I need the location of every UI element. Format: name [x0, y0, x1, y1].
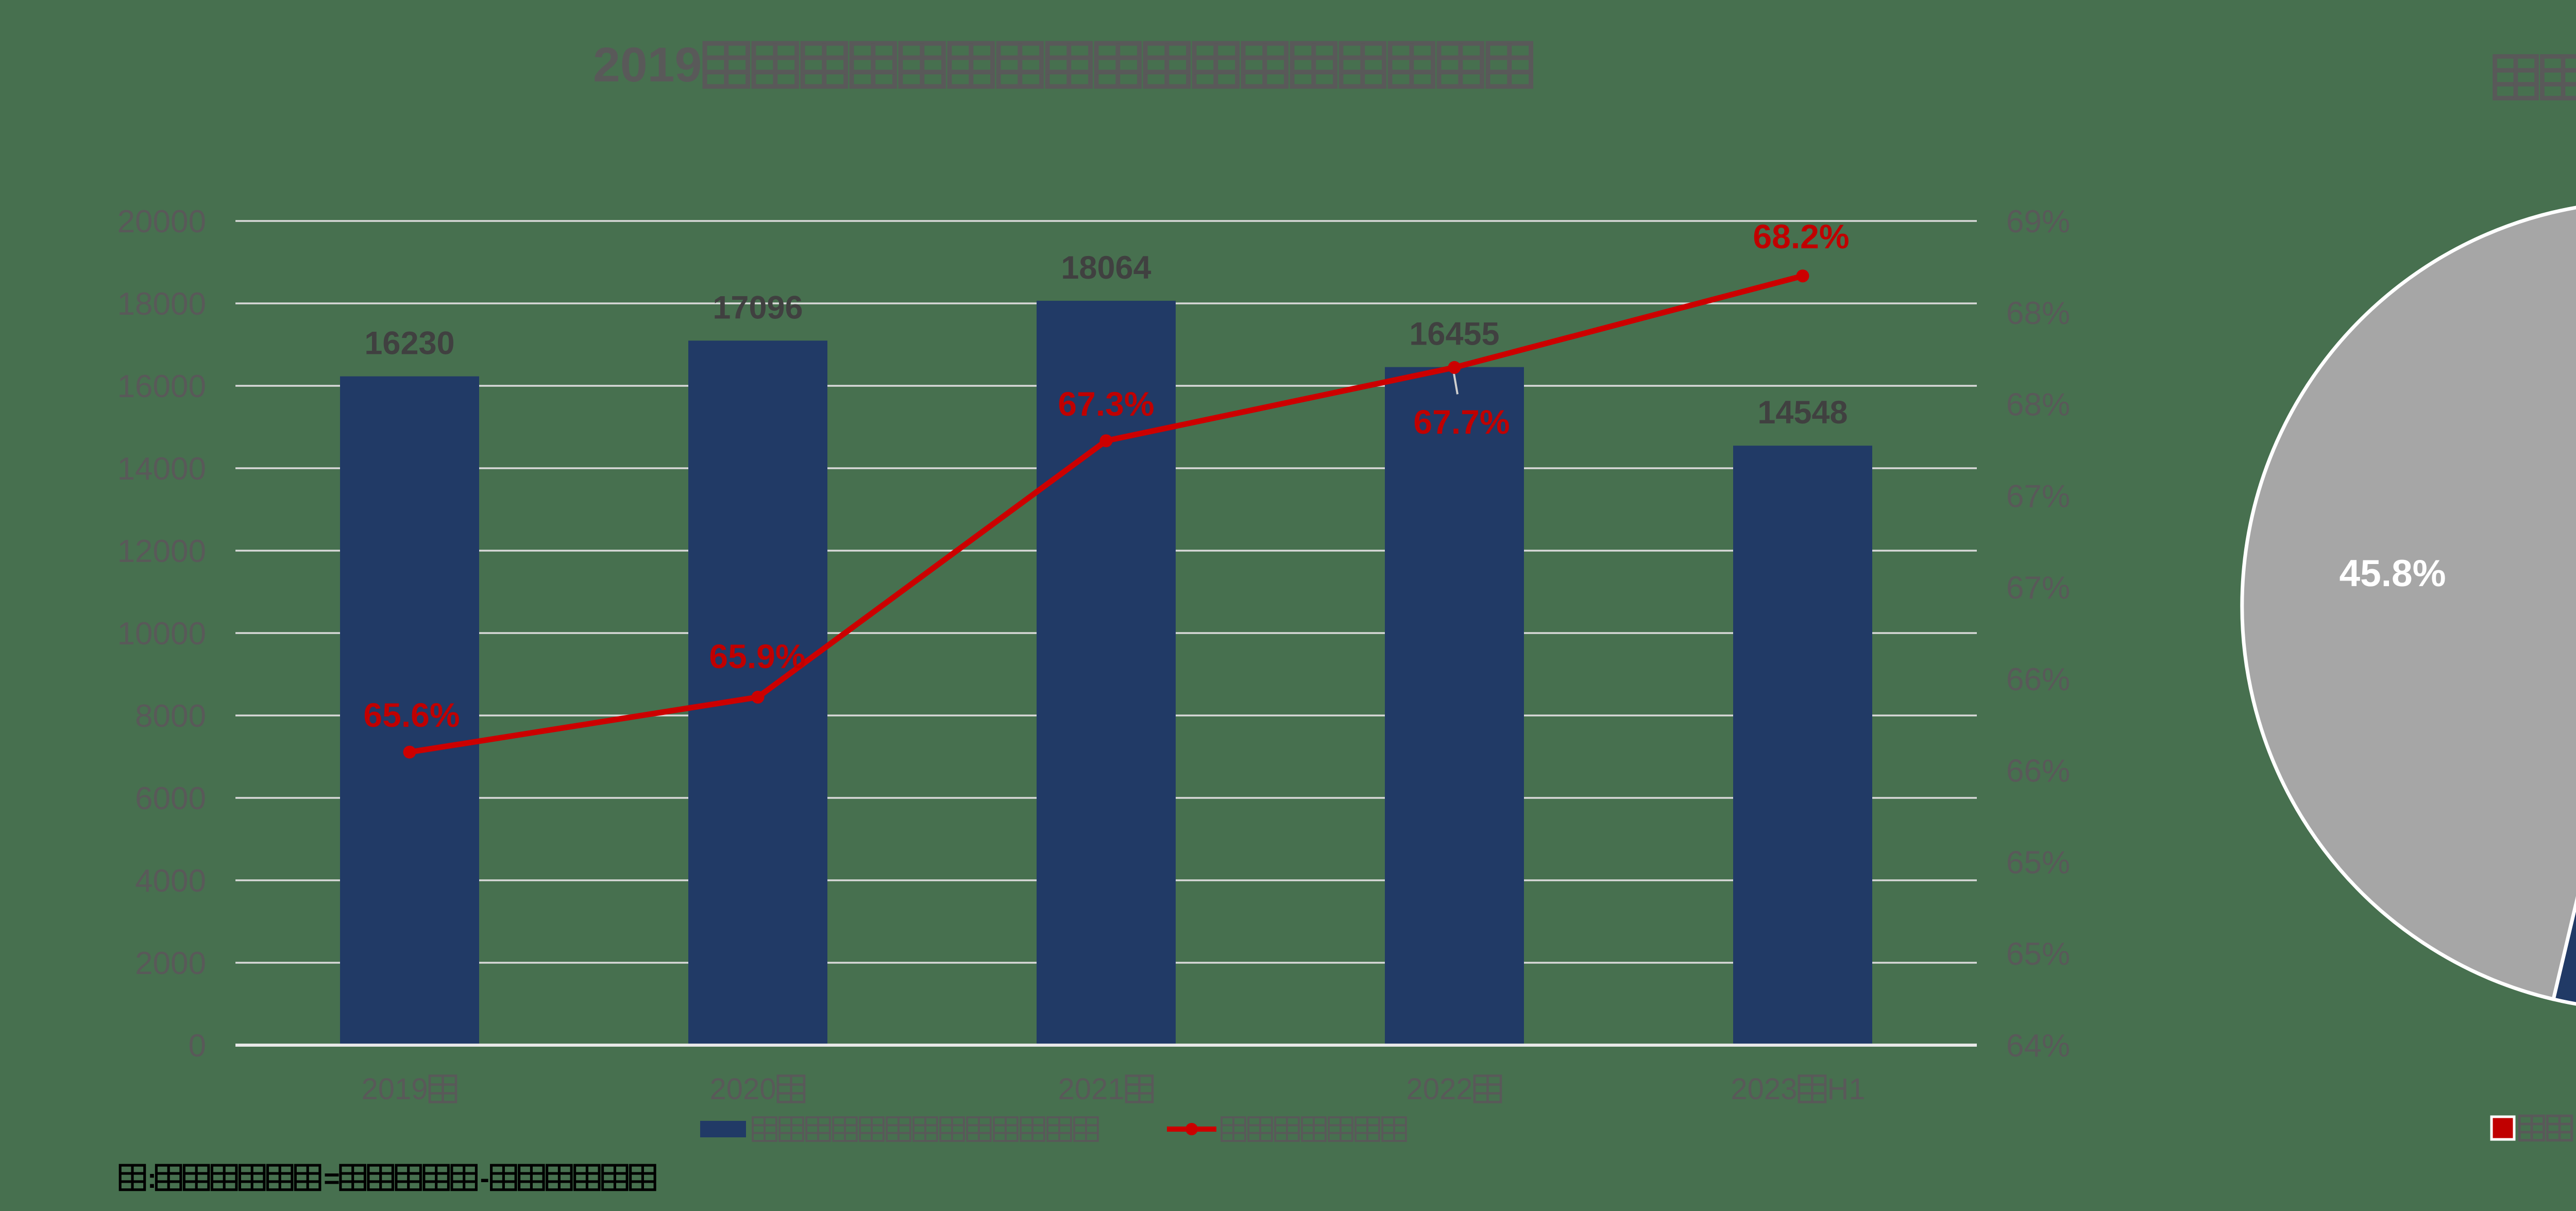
svg-text:14000: 14000 — [117, 451, 206, 487]
svg-text:67%: 67% — [2006, 479, 2070, 514]
svg-text:6000: 6000 — [135, 781, 206, 816]
svg-text:68.2%: 68.2% — [1753, 217, 1849, 255]
svg-text:H1: H1 — [1827, 1072, 1865, 1106]
svg-text:12000: 12000 — [117, 534, 206, 569]
svg-text:8000: 8000 — [135, 698, 206, 734]
svg-text:68%: 68% — [2006, 387, 2070, 423]
svg-text:14548: 14548 — [1757, 395, 1848, 431]
svg-text:0: 0 — [189, 1028, 206, 1064]
svg-text:2020: 2020 — [710, 1072, 776, 1106]
svg-text:2019: 2019 — [362, 1072, 428, 1106]
svg-text::: : — [147, 1163, 157, 1194]
svg-text:66%: 66% — [2006, 754, 2070, 789]
svg-text:18000: 18000 — [117, 286, 206, 322]
svg-text:16000: 16000 — [117, 369, 206, 404]
svg-text:2023: 2023 — [1731, 1072, 1797, 1106]
svg-text:16230: 16230 — [364, 326, 454, 362]
svg-text:66%: 66% — [2006, 662, 2070, 697]
svg-text:16455: 16455 — [1409, 316, 1499, 352]
svg-text:2000: 2000 — [135, 946, 206, 981]
svg-text:68%: 68% — [2006, 296, 2070, 331]
svg-text:69%: 69% — [2006, 204, 2070, 240]
svg-text:67.3%: 67.3% — [1058, 385, 1154, 423]
svg-text:67.7%: 67.7% — [1413, 403, 1510, 441]
svg-text:-: - — [480, 1163, 489, 1194]
svg-text:65.9%: 65.9% — [709, 637, 805, 675]
svg-text:67%: 67% — [2006, 570, 2070, 606]
svg-text:2019: 2019 — [593, 38, 702, 92]
svg-text:64%: 64% — [2006, 1028, 2070, 1064]
svg-text:4000: 4000 — [135, 863, 206, 899]
svg-text:17096: 17096 — [713, 289, 803, 326]
svg-text:65%: 65% — [2006, 936, 2070, 972]
svg-text:20000: 20000 — [117, 204, 206, 240]
svg-text:65%: 65% — [2006, 845, 2070, 880]
svg-text:=: = — [324, 1163, 340, 1194]
svg-text:65.6%: 65.6% — [363, 696, 460, 734]
svg-text:2022: 2022 — [1406, 1072, 1473, 1106]
svg-text:2021: 2021 — [1058, 1072, 1125, 1106]
svg-text:10000: 10000 — [117, 616, 206, 652]
svg-text:45.8%: 45.8% — [2340, 553, 2446, 594]
svg-text:18064: 18064 — [1061, 250, 1151, 286]
